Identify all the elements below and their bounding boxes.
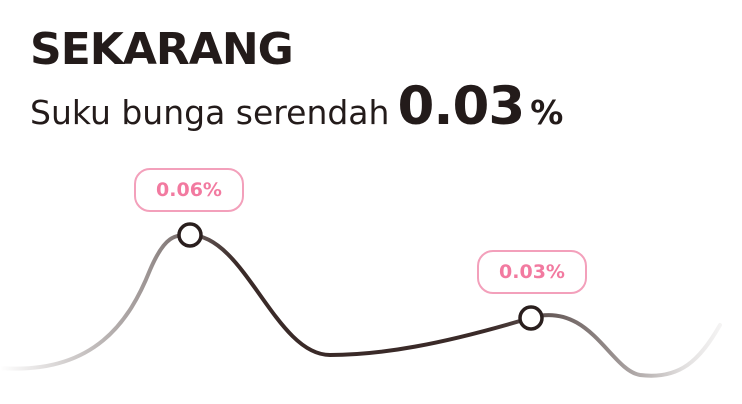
peak-rate-label: 0.06% [134, 168, 244, 212]
rate-curve-line [0, 232, 722, 378]
low-rate-label: 0.03% [477, 250, 587, 294]
rate-subheadline: Suku bunga serendah 0.03% [30, 80, 563, 133]
rate-value: 0.03 [397, 76, 525, 137]
peak-rate-marker [177, 222, 203, 248]
low-rate-marker [518, 305, 544, 331]
subheadline-text: Suku bunga serendah [30, 93, 390, 132]
rate-unit: % [530, 93, 564, 132]
headline: SEKARANG [30, 24, 294, 75]
